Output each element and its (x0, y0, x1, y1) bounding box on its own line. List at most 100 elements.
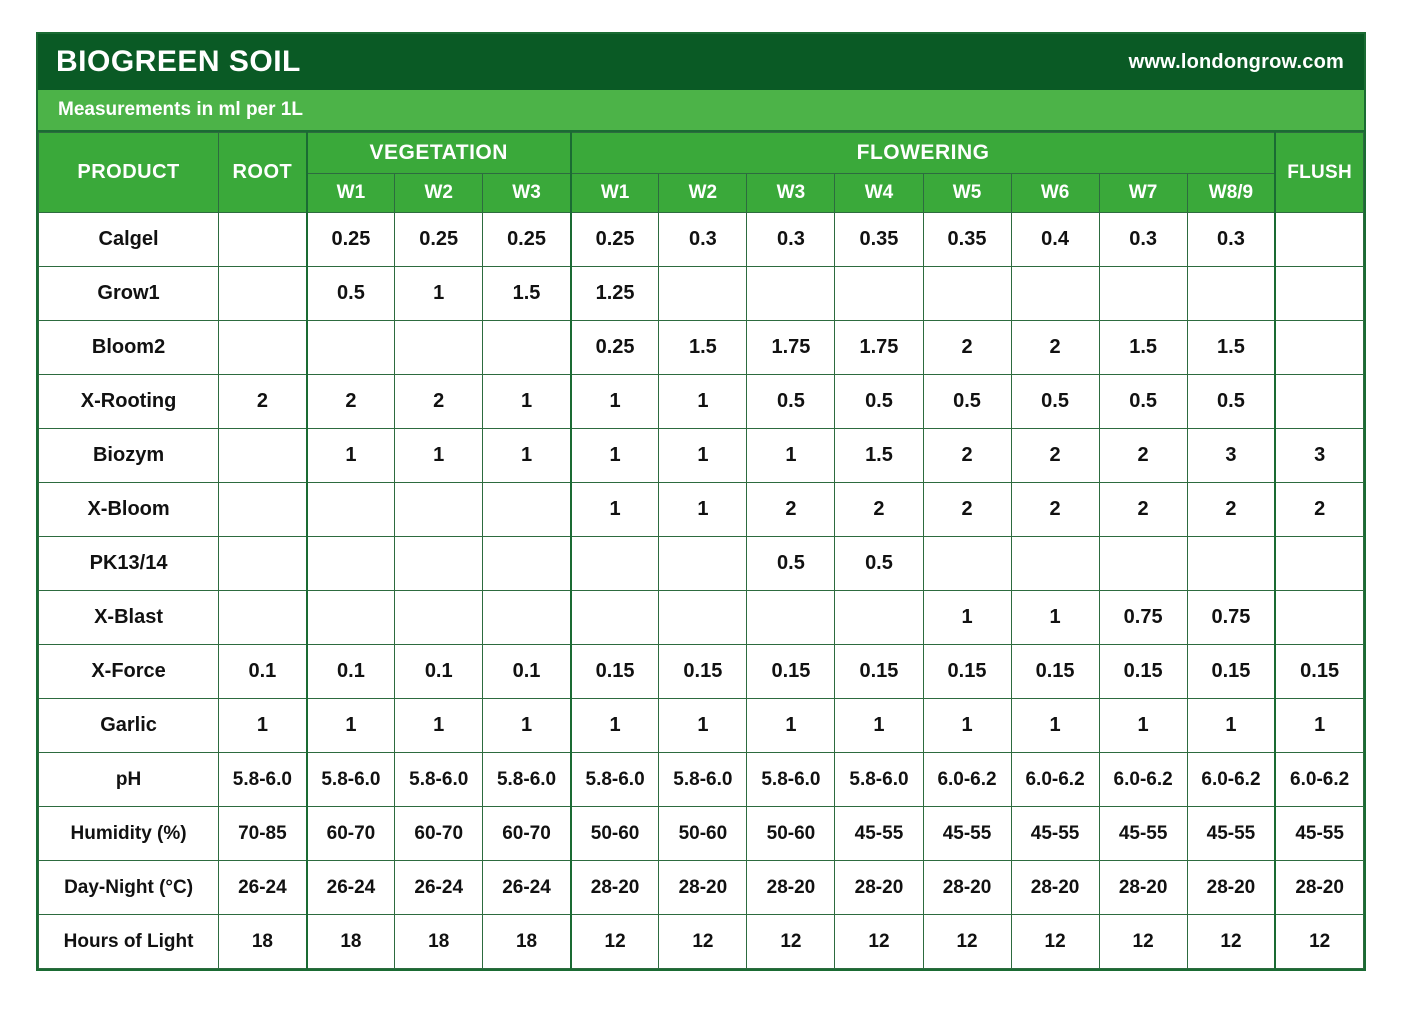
cell-flush (1274, 374, 1365, 429)
cell-root: 0.1 (218, 644, 308, 699)
cell-flowering-w8: 1.5 (1186, 320, 1276, 375)
cell-flowering-w3: 0.5 (746, 536, 836, 591)
cell-root (218, 212, 308, 267)
cell-vegetation-w2: 5.8-6.0 (394, 752, 484, 807)
cell-flowering-w1: 0.25 (569, 212, 660, 267)
cell-flowering-w5 (922, 266, 1012, 321)
cell-flowering-w4: 2 (834, 482, 924, 537)
col-header-veg-w1: W1 (305, 173, 396, 213)
cell-flowering-w1: 28-20 (569, 860, 660, 915)
table-row: pH 5.8-6.0 5.8-6.0 5.8-6.0 5.8-6.0 5.8-6.0 5.8… (37, 752, 1365, 807)
col-header-root: ROOT (218, 132, 308, 213)
cell-flowering-w6: 2 (1010, 320, 1100, 375)
cell-vegetation-w2: 26-24 (394, 860, 484, 915)
col-header-flw-w2: W2 (658, 173, 748, 213)
row-label: Humidity (%) (37, 806, 220, 861)
cell-flush (1274, 212, 1365, 267)
cell-flush: 1 (1274, 698, 1365, 753)
cell-flowering-w5: 2 (922, 428, 1012, 483)
row-label: Calgel (37, 212, 220, 267)
row-label: Biozym (37, 428, 220, 483)
cell-flowering-w5: 12 (922, 914, 1012, 969)
cell-flowering-w7: 1 (1098, 698, 1188, 753)
cell-flowering-w1 (569, 536, 660, 591)
cell-flowering-w8: 6.0-6.2 (1186, 752, 1276, 807)
cell-flowering-w1: 1.25 (569, 266, 660, 321)
table-row: Calgel 0.25 0.25 0.25 0.25 0.3 0.3 0.35 0.35 0.4 0… (37, 212, 1365, 267)
cell-flowering-w2: 50-60 (658, 806, 748, 861)
cell-vegetation-w1 (305, 482, 396, 537)
cell-vegetation-w1: 60-70 (305, 806, 396, 861)
cell-flowering-w3: 12 (746, 914, 836, 969)
cell-flowering-w8: 12 (1186, 914, 1276, 969)
cell-flowering-w4: 1.5 (834, 428, 924, 483)
cell-vegetation-w3: 5.8-6.0 (482, 752, 572, 807)
cell-flowering-w4: 0.5 (834, 374, 924, 429)
cell-flowering-w5: 45-55 (922, 806, 1012, 861)
cell-flowering-w8: 28-20 (1186, 860, 1276, 915)
cell-flowering-w5: 0.15 (922, 644, 1012, 699)
cell-flowering-w3: 5.8-6.0 (746, 752, 836, 807)
cell-flush: 28-20 (1274, 860, 1365, 915)
cell-flowering-w8: 0.3 (1186, 212, 1276, 267)
cell-flowering-w1: 50-60 (569, 806, 660, 861)
cell-flush: 3 (1274, 428, 1365, 483)
cell-flowering-w8 (1186, 536, 1276, 591)
cell-vegetation-w2: 60-70 (394, 806, 484, 861)
cell-flush: 45-55 (1274, 806, 1365, 861)
table-row: Garlic 1 1 1 1 1 1 1 1 1 1 1 1 1 (37, 698, 1365, 753)
cell-flowering-w3 (746, 590, 836, 645)
subtitle-bar: Measurements in ml per 1L (38, 90, 1364, 132)
cell-vegetation-w1: 18 (305, 914, 396, 969)
row-label: Day-Night (°C) (37, 860, 220, 915)
cell-root (218, 266, 308, 321)
row-label: X-Force (37, 644, 220, 699)
cell-flowering-w8 (1186, 266, 1276, 321)
group-header-flowering: FLOWERING (569, 132, 1276, 174)
cell-flowering-w6 (1010, 536, 1100, 591)
cell-flowering-w8: 3 (1186, 428, 1276, 483)
cell-flush: 2 (1274, 482, 1365, 537)
cell-flowering-w8: 2 (1186, 482, 1276, 537)
cell-flowering-w7: 2 (1098, 482, 1188, 537)
cell-root (218, 536, 308, 591)
cell-flowering-w4: 0.15 (834, 644, 924, 699)
cell-flowering-w3: 1 (746, 698, 836, 753)
cell-root: 26-24 (218, 860, 308, 915)
cell-flowering-w2 (658, 536, 748, 591)
cell-vegetation-w1 (305, 590, 396, 645)
cell-flowering-w8: 0.5 (1186, 374, 1276, 429)
table-row: X-Force 0.1 0.1 0.1 0.1 0.15 0.15 0.15 0.15 0.15 0… (37, 644, 1365, 699)
cell-flowering-w5: 1 (922, 590, 1012, 645)
cell-flowering-w3: 2 (746, 482, 836, 537)
cell-flowering-w5: 2 (922, 482, 1012, 537)
cell-flowering-w5: 6.0-6.2 (922, 752, 1012, 807)
cell-vegetation-w3 (482, 536, 572, 591)
cell-flowering-w6: 1 (1010, 590, 1100, 645)
cell-flowering-w3: 28-20 (746, 860, 836, 915)
cell-vegetation-w3: 0.1 (482, 644, 572, 699)
cell-flowering-w1: 0.25 (569, 320, 660, 375)
cell-flowering-w7: 0.15 (1098, 644, 1188, 699)
table-row: X-Rooting 2 2 2 1 1 1 0.5 0.5 0.5 0.5 0.5 0.5 (37, 374, 1365, 429)
table-row: Bloom2 0.25 1.5 1.75 1.75 2 2 1.5 1.5 (37, 320, 1365, 375)
cell-flowering-w7: 1.5 (1098, 320, 1188, 375)
cell-flowering-w1: 1 (569, 698, 660, 753)
col-header-flw-w89: W8/9 (1186, 173, 1276, 213)
cell-root: 70-85 (218, 806, 308, 861)
cell-flowering-w6: 6.0-6.2 (1010, 752, 1100, 807)
cell-flush: 12 (1274, 914, 1365, 969)
title-bar: BIOGREEN SOIL www.londongrow.com (38, 34, 1364, 90)
cell-vegetation-w1: 0.5 (305, 266, 396, 321)
table-row: Hours of Light 18 18 18 18 12 12 12 12 12 12 12 12 12 (37, 914, 1365, 969)
cell-vegetation-w3: 0.25 (482, 212, 572, 267)
table-row: Day-Night (°C) 26-24 26-24 26-24 26-24 28-20 2… (37, 860, 1365, 915)
cell-flowering-w1: 1 (569, 428, 660, 483)
cell-vegetation-w3: 1 (482, 374, 572, 429)
cell-flowering-w6: 0.15 (1010, 644, 1100, 699)
cell-vegetation-w1: 0.25 (305, 212, 396, 267)
cell-flowering-w2: 1 (658, 698, 748, 753)
cell-flowering-w7: 0.75 (1098, 590, 1188, 645)
cell-vegetation-w3: 1.5 (482, 266, 572, 321)
cell-flowering-w6 (1010, 266, 1100, 321)
